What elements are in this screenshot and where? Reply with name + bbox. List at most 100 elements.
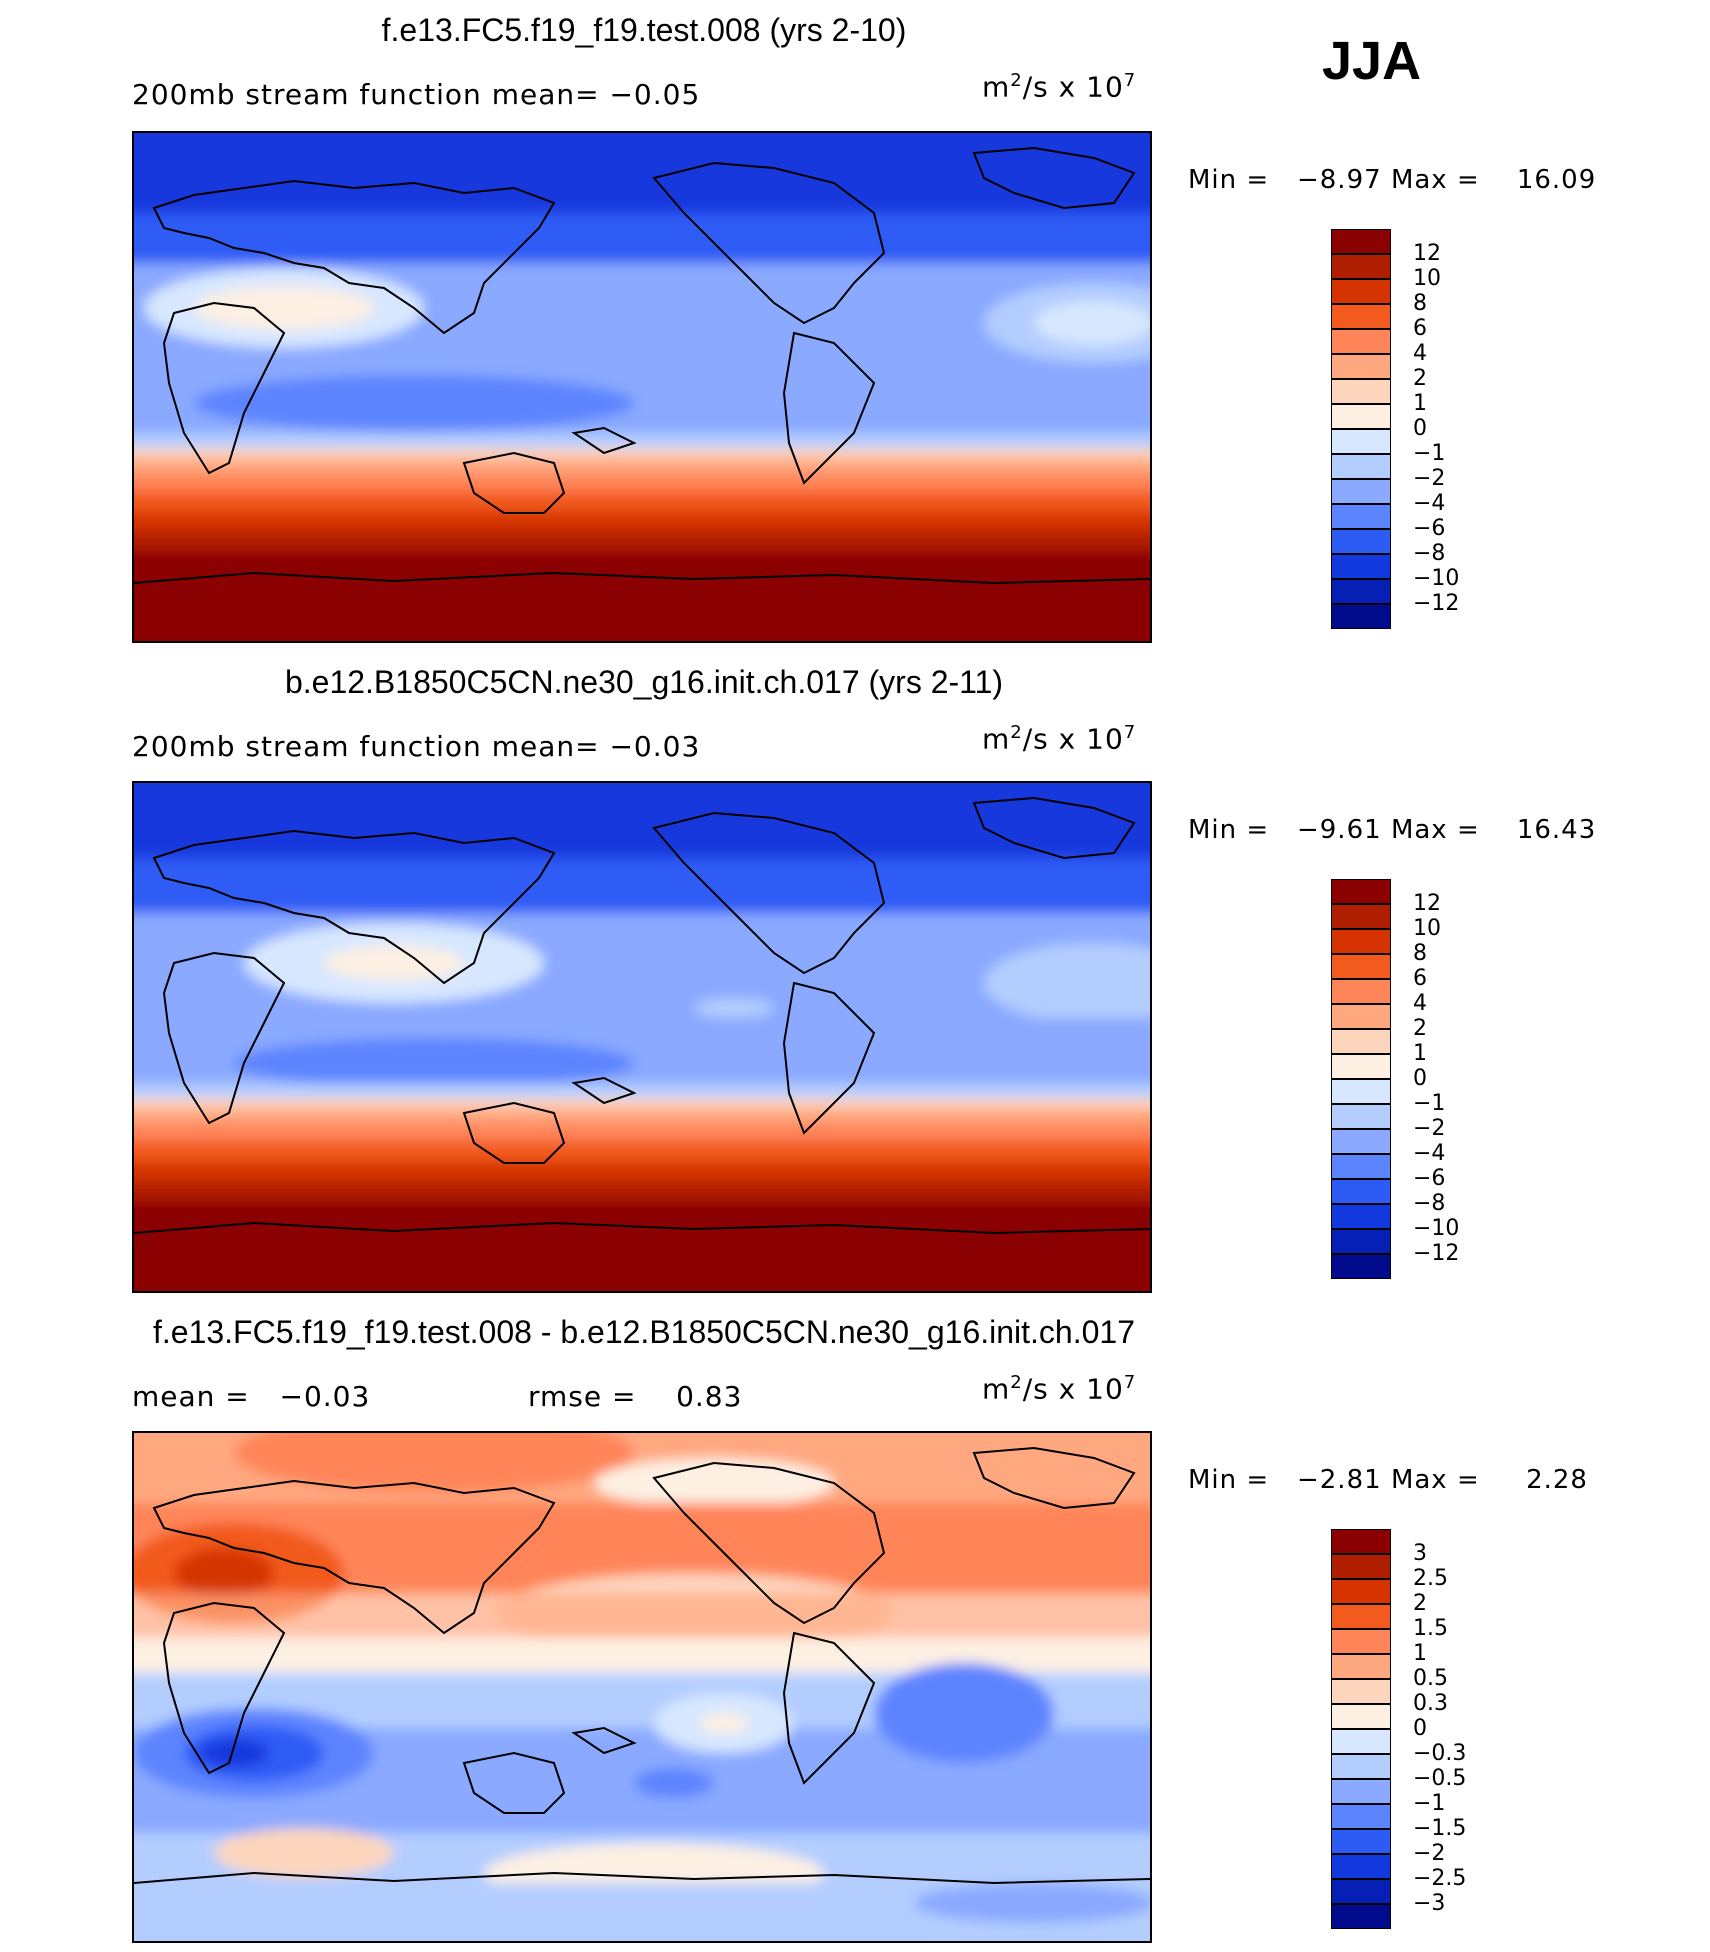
panel2-title: b.e12.B1850C5CN.ne30_g16.init.ch.017 (yr… [284,664,1004,700]
panel3-minmax: Min = −2.81 Max = 2.28 [1188,1465,1588,1495]
colorbar-tick-label: 0 [1413,1066,1427,1091]
colorbar-tick-label: 0 [1413,416,1427,441]
colorbar-tick-label: −1 [1413,1091,1446,1116]
panel3-units: m2/s x 107 [982,1372,1137,1406]
panel3-mean: mean = −0.03 [132,1380,371,1413]
colorbar-tick-label: 1 [1413,1041,1427,1066]
colorbar-tick-label: −1.5 [1413,1816,1467,1841]
panel2-units: m2/s x 107 [982,722,1137,756]
colorbar-tick-label: 10 [1413,916,1441,941]
colorbar-swatch [1331,1554,1391,1579]
colorbar-tick-label: 1 [1413,1641,1427,1666]
colorbar-swatch [1331,1629,1391,1654]
colorbar-tick-label: 1.5 [1413,1616,1448,1641]
colorbar-swatch [1331,604,1391,629]
colorbar-swatch [1331,1179,1391,1204]
colorbar-swatch [1331,879,1391,904]
colorbar-swatch [1331,1529,1391,1554]
colorbar-swatch [1331,1079,1391,1104]
colorbar-swatch [1331,229,1391,254]
colorbar-swatch [1331,1654,1391,1679]
colorbar-swatch [1331,1004,1391,1029]
colorbar-tick-label: −8 [1413,541,1446,566]
panel2-subtitle: 200mb stream function mean= −0.03 [132,730,701,763]
panel2-minmax: Min = −9.61 Max = 16.43 [1188,815,1597,845]
colorbar-tick-label: 0.5 [1413,1666,1448,1691]
colorbar-tick-label: −2 [1413,466,1446,491]
colorbar-tick-label: −10 [1413,1216,1460,1241]
colorbar-tick-label: −1 [1413,441,1446,466]
panel1-colorbar: 12 10 8 6 4 2 1 0 −1 −2 −4 −6 −8 −10 −12 [1331,229,1459,629]
colorbar-swatch [1331,1854,1391,1879]
colorbar-tick-label: 8 [1413,291,1427,316]
colorbar-swatch [1331,304,1391,329]
colorbar-tick-label: 8 [1413,941,1427,966]
panel3-title: f.e13.FC5.f19_f19.test.008 - b.e12.B1850… [152,1314,1135,1350]
colorbar-swatch [1331,1204,1391,1229]
colorbar-swatch [1331,1829,1391,1854]
colorbar-tick-label: 3 [1413,1541,1427,1566]
colorbar-swatch [1331,404,1391,429]
colorbar-tick-label: −12 [1413,1241,1460,1266]
colorbar-tick-label: 1 [1413,391,1427,416]
colorbar-swatch [1331,554,1391,579]
colorbar-tick-label: −4 [1413,1141,1446,1166]
colorbar-tick-label: −8 [1413,1191,1446,1216]
colorbar-tick-label: 2 [1413,1016,1427,1041]
colorbar-tick-label: −6 [1413,516,1446,541]
colorbar-tick-label: 2.5 [1413,1566,1448,1591]
colorbar-tick-label: −10 [1413,566,1460,591]
colorbar-swatch [1331,579,1391,604]
colorbar-swatch [1331,954,1391,979]
panel2-map [132,781,1152,1293]
colorbar-tick-label: −12 [1413,591,1460,616]
colorbar-swatch [1331,1054,1391,1079]
season-label: JJA [1322,31,1422,91]
colorbar-tick-label: −3 [1413,1891,1446,1916]
colorbar-swatch [1331,1679,1391,1704]
colorbar-swatch [1331,979,1391,1004]
colorbar-tick-label: 12 [1413,241,1441,266]
colorbar-swatch [1331,1804,1391,1829]
colorbar-swatch [1331,1704,1391,1729]
colorbar-swatch [1331,279,1391,304]
colorbar-tick-label: 4 [1413,341,1427,366]
colorbar-tick-label: 12 [1413,891,1441,916]
colorbar-tick-label: −2 [1413,1841,1446,1866]
colorbar-swatch [1331,429,1391,454]
panel1-minmax: Min = −8.97 Max = 16.09 [1188,165,1597,195]
colorbar-tick-label: −2 [1413,1116,1446,1141]
colorbar-swatch [1331,1104,1391,1129]
colorbar-swatch [1331,479,1391,504]
panel1-map [132,131,1152,643]
colorbar-swatch [1331,1579,1391,1604]
colorbar-tick-label: −0.3 [1413,1741,1467,1766]
colorbar-swatch [1331,1229,1391,1254]
panel1-subtitle: 200mb stream function mean= −0.05 [132,78,701,111]
colorbar-swatch [1331,529,1391,554]
panel1-units: m2/s x 107 [982,70,1137,104]
panel3-rmse: rmse = 0.83 [528,1380,743,1413]
colorbar-swatch [1331,379,1391,404]
colorbar-swatch [1331,329,1391,354]
colorbar-swatch [1331,1254,1391,1279]
colorbar-tick-label: 6 [1413,966,1427,991]
colorbar-tick-label: −2.5 [1413,1866,1467,1891]
colorbar-swatch [1331,1129,1391,1154]
colorbar-tick-label: 10 [1413,266,1441,291]
panel3-map [132,1431,1152,1943]
panel2-colorbar: 12 10 8 6 4 2 1 0 −1 −2 −4 −6 −8 −10 −12 [1331,879,1459,1279]
colorbar-swatch [1331,929,1391,954]
colorbar-tick-label: −4 [1413,491,1446,516]
colorbar-swatch [1331,1729,1391,1754]
colorbar-swatch [1331,1604,1391,1629]
colorbar-swatch [1331,1754,1391,1779]
colorbar-tick-label: −0.5 [1413,1766,1467,1791]
colorbar-swatch [1331,1904,1391,1929]
colorbar-swatch [1331,1154,1391,1179]
colorbar-swatch [1331,1779,1391,1804]
panel3-colorbar: 3 2.5 2 1.5 1 0.5 0.3 0 −0.3 −0.5 −1 −1.5 −2 −2.5 −3 [1331,1529,1466,1929]
colorbar-tick-label: −1 [1413,1791,1446,1816]
colorbar-swatch [1331,1029,1391,1054]
colorbar-swatch [1331,504,1391,529]
